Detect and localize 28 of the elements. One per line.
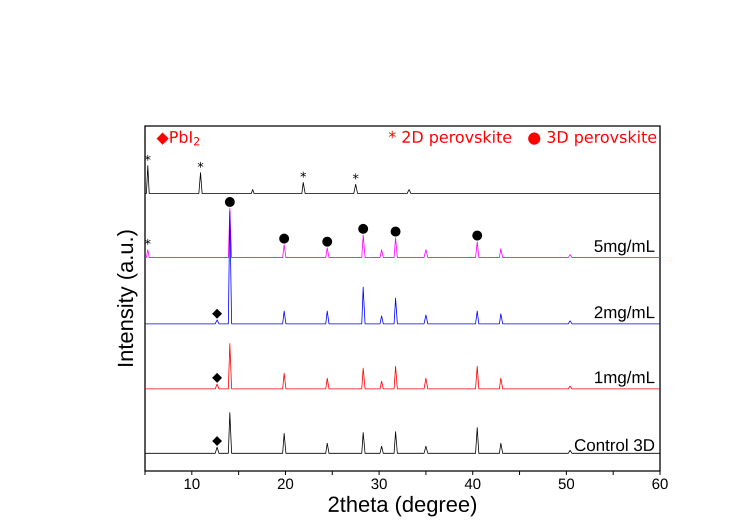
- series-label: Control 3D: [574, 438, 654, 452]
- annotation: ●: [390, 226, 401, 237]
- text: * 2D perovskite: [388, 130, 512, 146]
- annotation: ●: [224, 197, 235, 207]
- annotation: *: [144, 238, 151, 245]
- annotation: ●: [472, 230, 482, 241]
- annotation: *: [352, 174, 359, 180]
- text: ● 3D perovskite: [528, 130, 656, 146]
- x-tick-label: 10: [184, 478, 200, 490]
- annotation: ◆: [212, 436, 222, 446]
- annotation: ◆: [212, 372, 222, 383]
- annotation: ●: [322, 236, 332, 247]
- annotation: ●: [279, 234, 290, 244]
- series-label: 5mg/mL: [594, 240, 654, 256]
- annotation: *: [300, 172, 306, 178]
- annotation: *: [198, 162, 204, 168]
- x-tick-label: 40: [464, 478, 480, 490]
- annotation: ●: [358, 224, 368, 234]
- x-tick-label: 60: [652, 478, 668, 490]
- annotation: ◆: [212, 308, 222, 319]
- x-tick-label: 50: [558, 478, 574, 490]
- series-label: 2mg/mL: [594, 306, 654, 322]
- x-axis-title: 2theta (degree): [328, 496, 476, 516]
- x-tick-label: 30: [371, 478, 387, 490]
- series-label: 1mg/mL: [595, 370, 654, 387]
- text: ◆PbI$_{2}$: [156, 130, 200, 146]
- x-tick-label: 20: [278, 478, 294, 490]
- y-axis-title: Intensity (a.u.): [117, 230, 138, 366]
